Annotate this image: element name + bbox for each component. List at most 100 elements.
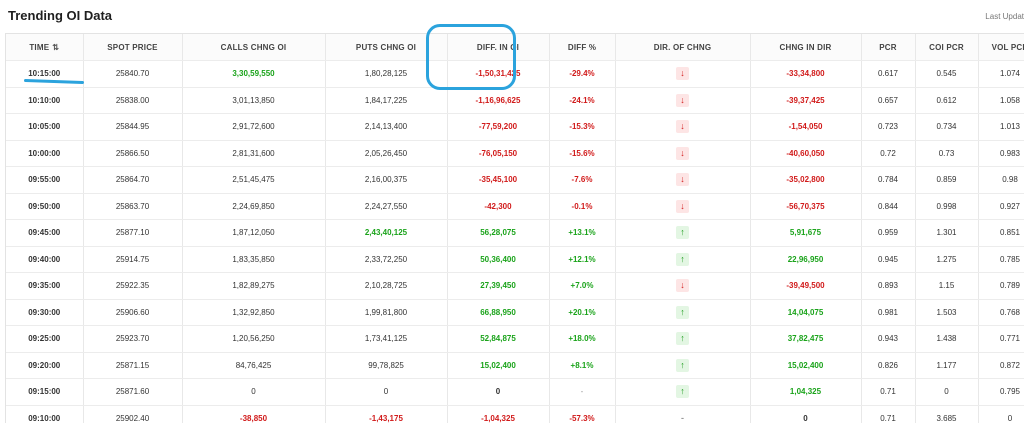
arrow-down-icon: ↓ xyxy=(676,199,689,213)
diff-pct-cell: -15.3% xyxy=(549,113,616,141)
coi-pcr-cell: 0.612 xyxy=(915,87,979,114)
puts-chng-oi-cell: 1,73,41,125 xyxy=(325,325,448,353)
page-title: Trending OI Data xyxy=(8,8,113,23)
calls-chng-oi-cell: 1,87,12,050 xyxy=(182,219,326,247)
time-cell: 09:40:00 xyxy=(6,246,84,273)
column-header-label: CHNG IN DIR xyxy=(779,42,832,52)
diff-in-oi-cell: -1,50,31,425 xyxy=(447,60,550,88)
calls-chng-oi-cell: 1,20,56,250 xyxy=(182,325,326,353)
dir-of-chng-cell: - xyxy=(615,405,751,423)
trending-oi-table-container[interactable]: TIME ⇅ SPOT PRICE CALLS CHNG OI PUTS CHNG OI… xyxy=(5,33,1024,423)
diff-in-oi-cell: 15,02,400 xyxy=(447,352,550,379)
diff-pct-cell: - xyxy=(549,378,616,406)
column-header-diff-pct: DIFF % xyxy=(549,34,616,61)
chng-in-dir-cell: -56,70,375 xyxy=(750,193,862,220)
table-row: 09:25:00 25923.70 1,20,56,250 1,73,41,125 52… xyxy=(6,325,1024,353)
diff-pct-cell: +12.1% xyxy=(549,246,616,273)
calls-chng-oi-cell: 1,82,89,275 xyxy=(182,272,326,300)
spot-price-cell: 25877.10 xyxy=(83,219,183,247)
calls-chng-oi-cell: 2,81,31,600 xyxy=(182,140,326,167)
coi-pcr-cell: 1.177 xyxy=(915,352,979,379)
spot-price-cell: 25871.60 xyxy=(83,378,183,406)
table-body: 10:15:00 25840.70 3,30,59,550 1,80,28,125 -1… xyxy=(6,60,1024,423)
diff-pct-cell: -7.6% xyxy=(549,166,616,194)
dir-of-chng-cell: ↓ xyxy=(615,193,751,220)
column-header-label: PUTS CHNG OI xyxy=(355,42,417,52)
diff-pct-cell: +8.1% xyxy=(549,352,616,379)
coi-pcr-cell: 0.734 xyxy=(915,113,979,141)
vol-pcr-cell: 0.785 xyxy=(978,246,1024,273)
dir-of-chng-cell: ↑ xyxy=(615,246,751,273)
diff-pct-cell: -15.6% xyxy=(549,140,616,167)
coi-pcr-cell: 1.275 xyxy=(915,246,979,273)
pcr-cell: 0.826 xyxy=(861,352,916,379)
calls-chng-oi-cell: 1,83,35,850 xyxy=(182,246,326,273)
chng-in-dir-cell: 37,82,475 xyxy=(750,325,862,353)
puts-chng-oi-cell: 99,78,825 xyxy=(325,352,448,379)
time-cell: 09:55:00 xyxy=(6,166,84,194)
column-header-label: DIFF % xyxy=(567,42,597,52)
time-cell: 09:15:00 xyxy=(6,378,84,406)
arrow-up-icon: ↑ xyxy=(676,332,689,346)
time-cell: 09:45:00 xyxy=(6,219,84,247)
arrow-down-icon: ↓ xyxy=(676,146,689,160)
diff-pct-cell: -0.1% xyxy=(549,193,616,220)
arrow-down-icon: ↓ xyxy=(676,173,689,187)
table-row: 10:15:00 25840.70 3,30,59,550 1,80,28,125 -1… xyxy=(6,60,1024,88)
arrow-down-icon: ↓ xyxy=(676,93,689,107)
chng-in-dir-cell: 22,96,950 xyxy=(750,246,862,273)
vol-pcr-cell: 0.851 xyxy=(978,219,1024,247)
table-header-row: TIME ⇅ SPOT PRICE CALLS CHNG OI PUTS CHNG OI… xyxy=(6,34,1024,61)
arrow-down-icon: ↓ xyxy=(676,120,689,134)
dir-of-chng-cell: ↓ xyxy=(615,272,751,300)
spot-price-cell: 25922.35 xyxy=(83,272,183,300)
pcr-cell: 0.959 xyxy=(861,219,916,247)
vol-pcr-cell: 1.074 xyxy=(978,60,1024,88)
diff-in-oi-cell: -1,16,96,625 xyxy=(447,87,550,114)
pcr-cell: 0.784 xyxy=(861,166,916,194)
diff-pct-cell: -57.3% xyxy=(549,405,616,423)
dir-of-chng-cell: ↑ xyxy=(615,299,751,326)
pcr-cell: 0.71 xyxy=(861,378,916,406)
puts-chng-oi-cell: 1,84,17,225 xyxy=(325,87,448,114)
time-cell: 10:10:00 xyxy=(6,87,84,114)
spot-price-cell: 25914.75 xyxy=(83,246,183,273)
coi-pcr-cell: 3.685 xyxy=(915,405,979,423)
column-header-diff-in-oi: DIFF. IN OI xyxy=(447,34,550,61)
dir-of-chng-cell: ↓ xyxy=(615,87,751,114)
coi-pcr-cell: 1.503 xyxy=(915,299,979,326)
sort-icon[interactable]: ⇅ xyxy=(52,42,60,52)
diff-in-oi-cell: -42,300 xyxy=(447,193,550,220)
pcr-cell: 0.945 xyxy=(861,246,916,273)
pcr-cell: 0.943 xyxy=(861,325,916,353)
puts-chng-oi-cell: 2,05,26,450 xyxy=(325,140,448,167)
chng-in-dir-cell: -40,60,050 xyxy=(750,140,862,167)
column-header-label: PCR xyxy=(879,42,897,52)
vol-pcr-cell: 0.927 xyxy=(978,193,1024,220)
table-row: 09:10:00 25902.40 -38,850 -1,43,175 -1,04,32… xyxy=(6,405,1024,423)
table-row: 10:05:00 25844.95 2,91,72,600 2,14,13,400 -7… xyxy=(6,113,1024,141)
coi-pcr-cell: 0.859 xyxy=(915,166,979,194)
spot-price-cell: 25844.95 xyxy=(83,113,183,141)
puts-chng-oi-cell: 2,10,28,725 xyxy=(325,272,448,300)
diff-pct-cell: -24.1% xyxy=(549,87,616,114)
column-header-label: COI PCR xyxy=(929,42,964,52)
diff-in-oi-cell: -77,59,200 xyxy=(447,113,550,141)
arrow-up-icon: ↑ xyxy=(676,358,689,372)
pcr-cell: 0.981 xyxy=(861,299,916,326)
pcr-cell: 0.617 xyxy=(861,60,916,88)
column-header-chng-in-dir: CHNG IN DIR xyxy=(750,34,862,61)
column-header-coi-pcr: COI PCR xyxy=(915,34,979,61)
puts-chng-oi-cell: 2,43,40,125 xyxy=(325,219,448,247)
calls-chng-oi-cell: 3,30,59,550 xyxy=(182,60,326,88)
spot-price-cell: 25902.40 xyxy=(83,405,183,423)
arrow-up-icon: ↑ xyxy=(676,226,689,240)
chng-in-dir-cell: 14,04,075 xyxy=(750,299,862,326)
column-header-dir-of-chng: DIR. OF CHNG xyxy=(615,34,751,61)
last-update-label: Last Updat xyxy=(985,12,1024,21)
puts-chng-oi-cell: 0 xyxy=(325,378,448,406)
column-header-time[interactable]: TIME ⇅ xyxy=(6,34,84,61)
arrow-up-icon: ↑ xyxy=(676,305,689,319)
diff-in-oi-cell: 52,84,875 xyxy=(447,325,550,353)
column-header-label: VOL PCR xyxy=(991,42,1024,52)
